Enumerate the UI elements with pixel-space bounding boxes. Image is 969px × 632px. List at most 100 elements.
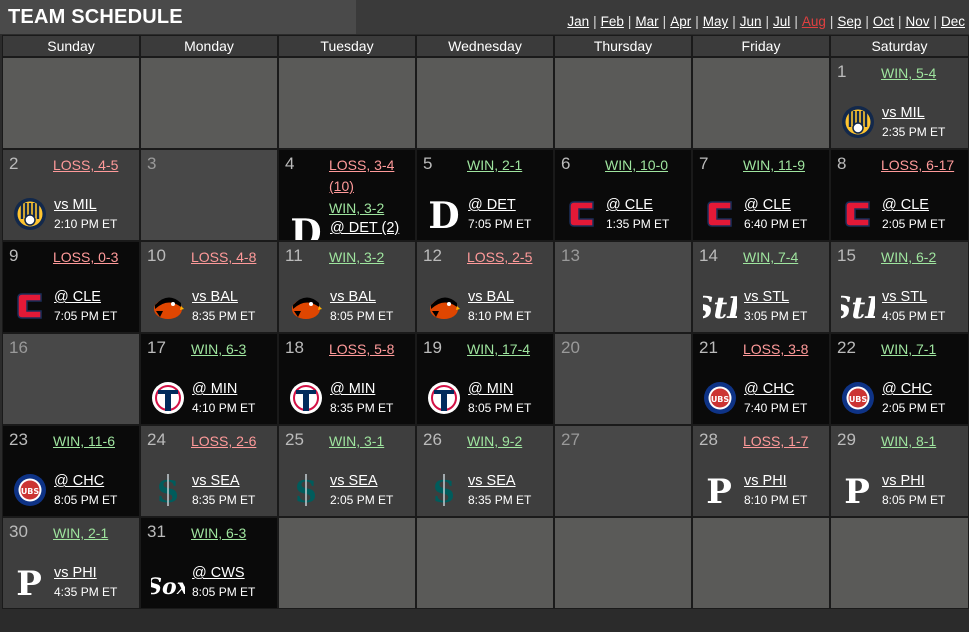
opponent-link[interactable]: vs BAL <box>330 289 376 305</box>
day-cell-3: 3 <box>140 149 278 241</box>
day-cell-20: 20 <box>554 333 692 425</box>
opponent-link[interactable]: @ CHC <box>744 381 795 397</box>
game-result-link[interactable]: WIN, 10-0 <box>605 157 669 173</box>
game-time: 2:05 PM ET <box>330 493 394 507</box>
game-result-link[interactable]: LOSS, 4-5 <box>53 157 119 173</box>
game-result-link[interactable]: LOSS, 3-4 (10) <box>329 155 394 197</box>
opponent-link[interactable]: vs STL <box>882 289 928 305</box>
opponent-link[interactable]: vs BAL <box>468 289 514 305</box>
game-result-link[interactable]: WIN, 6-3 <box>191 525 247 541</box>
month-link-jun[interactable]: Jun <box>739 14 762 29</box>
month-link-oct[interactable]: Oct <box>872 14 894 29</box>
opponent-link[interactable]: vs SEA <box>192 473 240 489</box>
game-result-link[interactable]: LOSS, 2-5 <box>467 249 533 265</box>
svg-text:UBS: UBS <box>711 395 730 404</box>
month-separator: | <box>593 14 597 29</box>
opponent-link[interactable]: vs PHI <box>882 473 925 489</box>
empty-day-cell <box>140 57 278 149</box>
tigers-logo: D <box>289 212 323 241</box>
month-link-nov[interactable]: Nov <box>905 14 930 29</box>
empty-day-cell <box>692 517 830 609</box>
month-link-jan[interactable]: Jan <box>567 14 590 29</box>
game-result-link-2[interactable]: WIN, 3-2 <box>329 200 385 216</box>
game-result-link[interactable]: WIN, 8-1 <box>881 433 937 449</box>
game-result-link[interactable]: LOSS, 3-8 <box>743 341 809 357</box>
game-result-link[interactable]: WIN, 7-4 <box>743 249 799 265</box>
opponent-link[interactable]: @ CLE <box>606 197 653 213</box>
month-link-dec[interactable]: Dec <box>940 14 965 29</box>
game-time: 8:10 PM ET <box>468 309 532 323</box>
tigers-logo: D <box>427 195 461 237</box>
game-result-link[interactable]: WIN, 11-9 <box>743 157 805 173</box>
day-cell-8: 8 LOSS, 6-17 @ CLE 2:05 PM ET <box>830 149 969 241</box>
orioles-logo <box>151 287 185 325</box>
game-time: 2:05 PM ET <box>882 217 946 231</box>
opponent-link[interactable]: @ CLE <box>744 197 791 213</box>
day-cell-23: 23 WIN, 11-6 UBS @ CHC 8:05 PM ET <box>2 425 140 517</box>
day-cell-13: 13 <box>554 241 692 333</box>
day-number: 7 <box>699 154 709 173</box>
game-result-link[interactable]: LOSS, 5-8 <box>329 341 395 357</box>
game-time: 8:35 PM ET <box>192 493 256 507</box>
opponent-link[interactable]: @ DET (2) <box>330 220 400 236</box>
game-time: 2:05 PM ET <box>882 401 946 415</box>
game-result-link[interactable]: WIN, 2-1 <box>467 157 523 173</box>
month-link-feb[interactable]: Feb <box>600 14 624 29</box>
opponent-link[interactable]: vs SEA <box>468 473 516 489</box>
month-link-may[interactable]: May <box>702 14 729 29</box>
month-link-apr[interactable]: Apr <box>670 14 692 29</box>
game-result-link[interactable]: WIN, 9-2 <box>467 433 523 449</box>
opponent-link[interactable]: vs STL <box>744 289 790 305</box>
opponent-link[interactable]: @ CLE <box>54 289 101 305</box>
game-time: 8:05 PM ET <box>330 309 394 323</box>
weekday-header-friday: Friday <box>692 35 830 57</box>
month-separator: | <box>897 14 902 29</box>
month-link-sep[interactable]: Sep <box>837 14 862 29</box>
game-time: 1:35 PM ET <box>606 217 670 231</box>
month-separator: | <box>732 14 736 29</box>
game-result-link[interactable]: WIN, 3-1 <box>329 433 385 449</box>
opponent-link[interactable]: vs PHI <box>54 565 97 581</box>
game-time: 3:05 PM ET <box>744 309 808 323</box>
opponent-link[interactable]: @ CHC <box>54 473 105 489</box>
day-number: 31 <box>147 522 166 541</box>
game-result-link[interactable]: LOSS, 1-7 <box>743 433 809 449</box>
game-result-link[interactable]: WIN, 3-2 <box>329 249 385 265</box>
game-result-link[interactable]: LOSS, 6-17 <box>881 157 955 173</box>
game-result-link[interactable]: WIN, 6-2 <box>881 249 937 265</box>
day-number: 28 <box>699 430 718 449</box>
game-result-link[interactable]: LOSS, 2-6 <box>191 433 257 449</box>
opponent-link[interactable]: vs MIL <box>882 105 925 121</box>
opponent-link[interactable]: @ CHC <box>882 381 933 397</box>
month-link-jul[interactable]: Jul <box>773 14 791 29</box>
game-result-link[interactable]: LOSS, 4-8 <box>191 249 257 265</box>
opponent-link[interactable]: @ MIN <box>330 381 376 397</box>
month-link-mar[interactable]: Mar <box>635 14 659 29</box>
day-cell-31: 31 WIN, 6-3 Sox @ CWS 8:05 PM ET <box>140 517 278 609</box>
game-result-link[interactable]: LOSS, 0-3 <box>53 249 119 265</box>
svg-text:D: D <box>290 212 321 241</box>
opponent-link[interactable]: @ DET <box>468 197 516 213</box>
opponent-link[interactable]: vs PHI <box>744 473 787 489</box>
opponent-link[interactable]: vs SEA <box>330 473 378 489</box>
game-result-link[interactable]: WIN, 5-4 <box>881 65 937 81</box>
opponent-link[interactable]: @ MIN <box>468 381 514 397</box>
game-result-link[interactable]: WIN, 2-1 <box>53 525 109 541</box>
game-result-link[interactable]: WIN, 17-4 <box>467 341 531 357</box>
game-result-link[interactable]: WIN, 11-6 <box>53 433 115 449</box>
game-result-link[interactable]: WIN, 7-1 <box>881 341 937 357</box>
day-number: 12 <box>423 246 442 265</box>
opponent-link[interactable]: @ CLE <box>882 197 929 213</box>
game-time: 8:10 PM ET <box>744 493 808 507</box>
day-cell-14: 14 WIN, 7-4 StL vs STL 3:05 PM ET <box>692 241 830 333</box>
opponent-link[interactable]: vs MIL <box>54 197 97 213</box>
game-time: 8:05 PM ET <box>468 401 532 415</box>
game-result-link[interactable]: WIN, 6-3 <box>191 341 247 357</box>
opponent-link[interactable]: @ CWS <box>192 565 245 581</box>
opponent-link[interactable]: vs BAL <box>192 289 238 305</box>
guardians-logo <box>13 287 47 325</box>
opponent-link[interactable]: @ MIN <box>192 381 238 397</box>
month-link-aug[interactable]: Aug <box>801 14 826 29</box>
